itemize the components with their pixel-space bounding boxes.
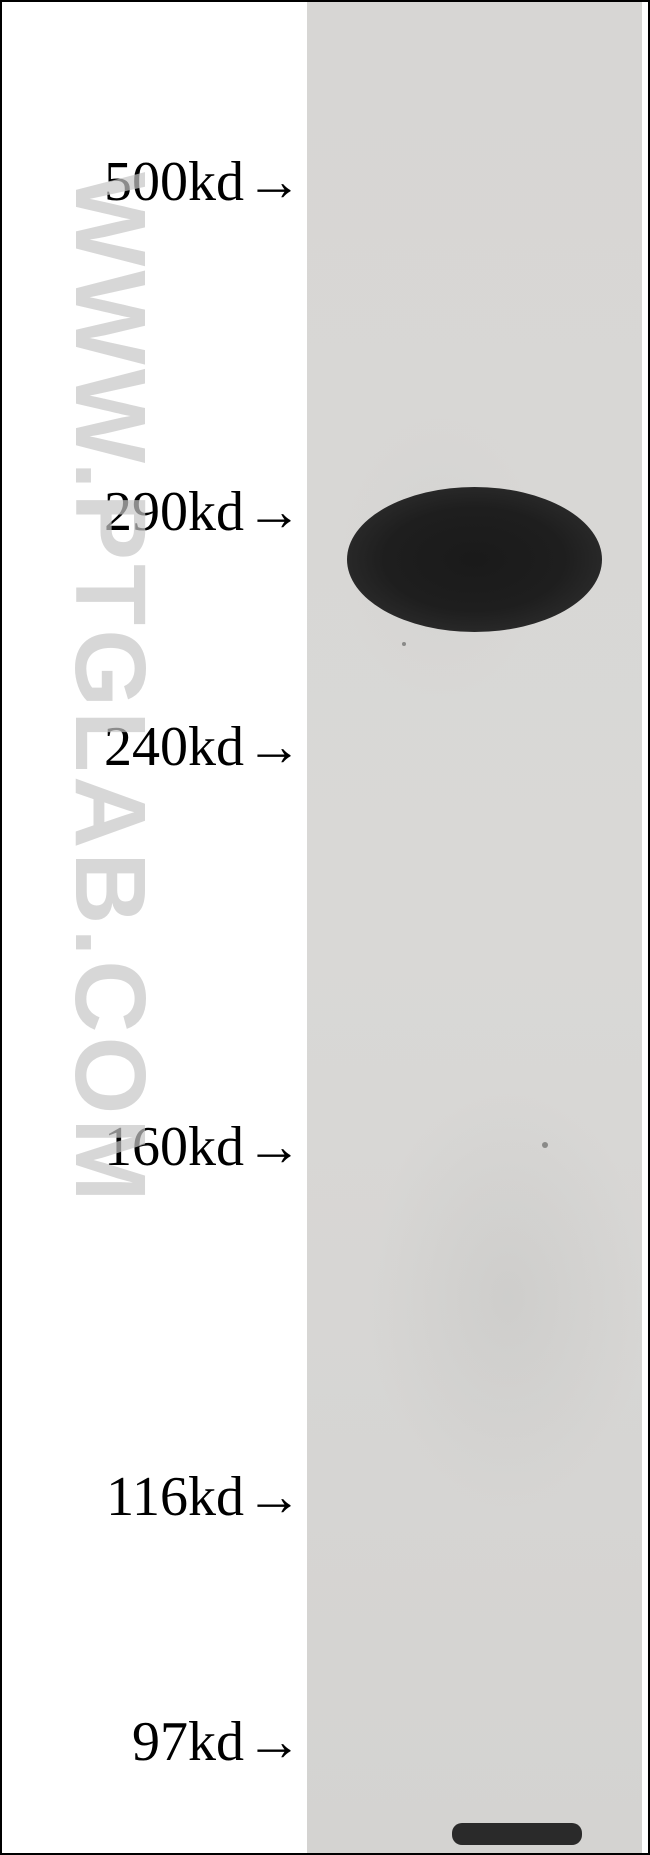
- mw-marker-text: 290kd: [104, 480, 244, 544]
- mw-marker-text: 240kd: [104, 715, 244, 779]
- arrow-right-icon: →: [246, 480, 302, 544]
- arrow-right-icon: →: [246, 1710, 302, 1774]
- mw-marker-text: 160kd: [104, 1115, 244, 1179]
- molecular-weight-labels-column: 500kd→290kd→240kd→160kd→116kd→97kd→: [2, 2, 302, 1853]
- mw-marker-label: 240kd→: [104, 715, 302, 779]
- dye-front-artifact: [452, 1823, 582, 1845]
- blot-lane: [307, 2, 642, 1853]
- mw-marker-text: 500kd: [104, 150, 244, 214]
- protein-band-290kd: [347, 487, 602, 632]
- mw-marker-label: 97kd→: [132, 1710, 302, 1774]
- arrow-right-icon: →: [246, 150, 302, 214]
- artifact-speck: [402, 642, 406, 646]
- mw-marker-text: 97kd: [132, 1710, 244, 1774]
- mw-marker-label: 500kd→: [104, 150, 302, 214]
- arrow-right-icon: →: [246, 1465, 302, 1529]
- mw-marker-label: 116kd→: [106, 1465, 302, 1529]
- mw-marker-text: 116kd: [106, 1465, 244, 1529]
- arrow-right-icon: →: [246, 1115, 302, 1179]
- mw-marker-label: 290kd→: [104, 480, 302, 544]
- lane-background-gradient: [307, 2, 642, 1853]
- artifact-speck: [542, 1142, 548, 1148]
- mw-marker-label: 160kd→: [104, 1115, 302, 1179]
- arrow-right-icon: →: [246, 715, 302, 779]
- western-blot-figure: WWW.PTGLAB.COM 500kd→290kd→240kd→160kd→1…: [0, 0, 650, 1855]
